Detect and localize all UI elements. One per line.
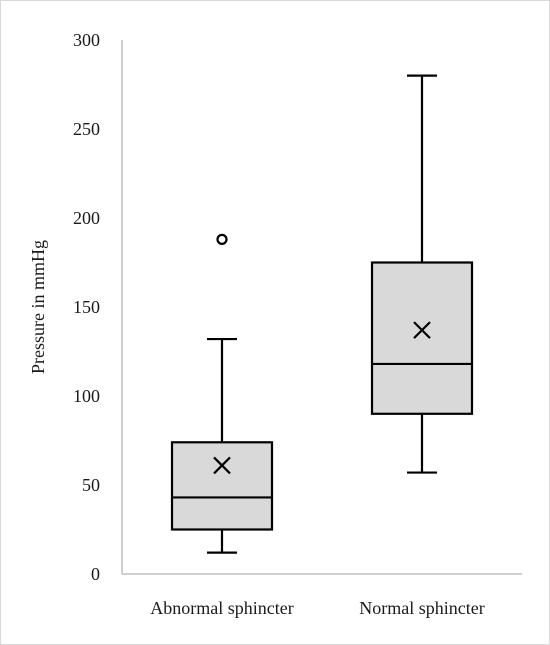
category-labels: Abnormal sphincter Normal sphincter [150, 598, 484, 618]
y-tick-label: 300 [73, 30, 100, 50]
category-label: Abnormal sphincter [150, 598, 293, 618]
axes [121, 40, 522, 575]
y-tick-label: 100 [73, 386, 100, 406]
y-tick-labels: 0 50 100 150 200 250 300 [73, 30, 100, 584]
box-abnormal [170, 233, 274, 554]
y-tick-label: 250 [73, 119, 100, 139]
outlier-point [216, 233, 228, 245]
iqr-box [170, 441, 274, 531]
iqr-box [370, 261, 474, 415]
y-tick-label: 0 [91, 564, 100, 584]
category-label: Normal sphincter [359, 598, 484, 618]
y-tick-label: 50 [82, 475, 100, 495]
mean-marker [213, 456, 231, 475]
y-tick-label: 150 [73, 297, 100, 317]
mean-marker [413, 321, 431, 339]
box-series [170, 74, 474, 554]
y-axis-label: Pressure in mmHg [28, 240, 48, 374]
y-tick-label: 200 [73, 208, 100, 228]
box-normal [370, 74, 474, 474]
